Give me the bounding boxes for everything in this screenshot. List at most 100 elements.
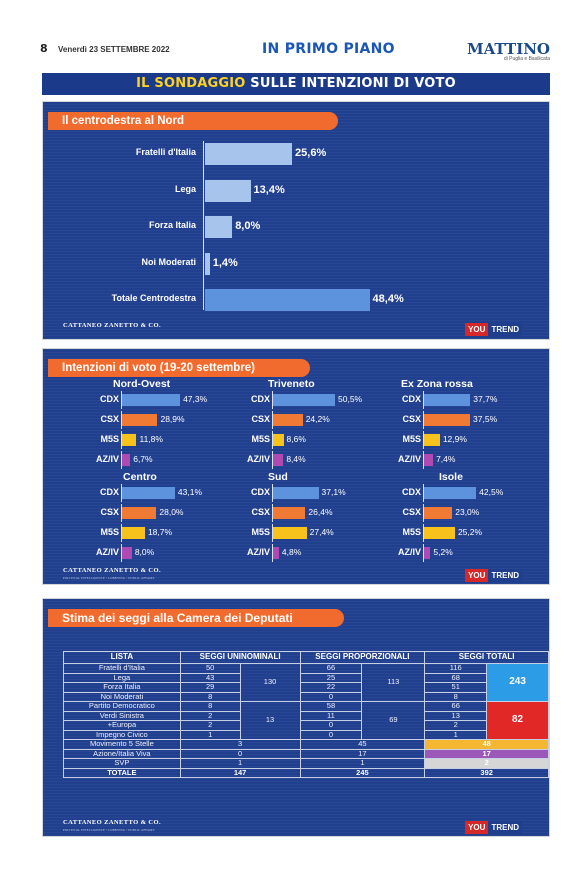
bar-row: AZ/IV 6,7% [79, 451, 229, 469]
bar-value-label: 25,2% [457, 527, 483, 537]
bar-row: CSX 37,5% [381, 411, 531, 429]
totals-label: TOTALE [63, 767, 181, 778]
tot-cell: 66 [424, 701, 488, 712]
totals-prop: 245 [299, 767, 426, 778]
lista-cell: Movimento 5 Stelle [63, 739, 181, 750]
youtrend-logo: YOU TREND [465, 569, 522, 582]
tot-cell: 2 [424, 720, 488, 731]
bar-row: M5S 18,7% [79, 524, 229, 542]
bar-row: CSX 28,9% [79, 411, 229, 429]
category-label: AZ/IV [246, 547, 270, 557]
axis-line [423, 391, 424, 409]
bar-row: M5S 8,6% [230, 431, 380, 449]
bar [205, 289, 370, 311]
region-name: Sud [268, 471, 288, 483]
axis-line [272, 431, 273, 449]
bar-value-label: 8,4% [286, 454, 306, 464]
panel-title: Il centrodestra al Nord [48, 112, 338, 130]
axis-line [121, 504, 122, 522]
brand-part-a: YOU [465, 821, 489, 834]
bar-row: CSX 24,2% [230, 411, 380, 429]
bar-row: CDX 47,3% [79, 391, 229, 409]
bar [273, 434, 284, 446]
column-header: SEGGI TOTALI [424, 651, 549, 664]
region-chart: Ex Zona rossa CDX 37,7% CSX 37,5% M5S 12,9% AZ/… [381, 378, 531, 469]
totals-uni: 147 [179, 767, 301, 778]
table-row: Forza Italia 29 22 51 [63, 682, 549, 693]
bar-value-label: 48,4% [372, 293, 404, 305]
csx-prop-subtotal: 69 [361, 701, 426, 740]
source-credit: CATTANEO ZANETTO & CO. [63, 322, 161, 329]
bar-value-label: 28,0% [159, 507, 184, 517]
brand-part-a: YOU [465, 323, 489, 336]
bar [122, 454, 131, 466]
uni-cell: 1 [179, 758, 301, 769]
region-chart: Isole CDX 42,5% CSX 23,0% M5S 25,2% AZ/IV 5,2% [381, 471, 531, 562]
youtrend-logo: YOU TREND [465, 323, 522, 336]
bar-row: AZ/IV 4,8% [230, 544, 380, 562]
bar-row: M5S 12,9% [381, 431, 531, 449]
prop-cell: 0 [299, 720, 363, 731]
cdx-prop-subtotal: 113 [361, 663, 426, 702]
centrodestra-nord-panel: Il centrodestra al Nord Fratelli d'Itali… [42, 101, 550, 340]
uni-cell: 8 [179, 701, 241, 712]
tot-cell: 51 [424, 682, 488, 693]
axis-line [121, 391, 122, 409]
source-credit: CATTANEO ZANETTO & CO. POLITICAL INTELLIG… [63, 819, 161, 833]
bar-label: Fratelli d'Italia [135, 147, 196, 157]
bar-row: M5S 11,8% [79, 431, 229, 449]
svp-total-badge: 2 [424, 758, 549, 769]
axis-line [272, 411, 273, 429]
csx-uni-subtotal: 13 [239, 701, 301, 740]
table-row: Movimento 5 Stelle 3 45 48 [63, 739, 549, 750]
lista-cell: SVP [63, 758, 181, 769]
category-label: CSX [251, 414, 270, 424]
lista-cell: Partito Democratico [63, 701, 181, 712]
bar-value-label: 28,9% [160, 414, 185, 424]
column-header: SEGGI PROPORZIONALI [299, 651, 426, 664]
bar [273, 547, 279, 559]
bar-row: CDX 42,5% [381, 484, 531, 502]
bar-value-label: 8,0% [235, 220, 261, 232]
prop-cell: 1 [299, 758, 426, 769]
table-row: SVP 1 1 2 [63, 758, 549, 769]
category-label: CDX [99, 487, 119, 497]
region-name: Triveneto [268, 378, 315, 390]
csx-total-badge: 82 [486, 701, 549, 740]
bar-value-label: 50,5% [338, 394, 363, 404]
cdx-total-badge: 243 [486, 663, 549, 702]
bar-value-label: 43,1% [177, 487, 203, 497]
category-label: CDX [401, 394, 421, 404]
page-header: 8 Venerdì 23 SETTEMBRE 2022 IN PRIMO PIA… [40, 40, 550, 62]
bar-row: CDX 37,7% [381, 391, 531, 409]
article-banner: IL SONDAGGIO SULLE INTENZIONI DI VOTO [42, 73, 550, 95]
category-label: AZ/IV [95, 547, 119, 557]
bar-row: AZ/IV 8,0% [79, 544, 229, 562]
bar-value-label: 47,3% [183, 394, 208, 404]
region-name: Centro [123, 471, 157, 483]
region-name: Isole [439, 471, 463, 483]
bar [273, 487, 319, 499]
bar-row: Forza Italia 8,0% [43, 216, 551, 238]
category-label: AZ/IV [246, 454, 270, 464]
bar [122, 527, 145, 539]
table-row: Partito Democratico 8 13 58 69 66 82 [63, 701, 549, 740]
cdx-uni-subtotal: 130 [239, 663, 301, 702]
uni-cell: 3 [179, 739, 301, 750]
table-row: Azione/Italia Viva 0 17 17 [63, 748, 549, 759]
prop-cell: 0 [299, 729, 363, 740]
bar [273, 414, 303, 426]
youtrend-logo: YOU TREND [465, 821, 522, 834]
category-label: AZ/IV [397, 454, 421, 464]
category-label: CDX [250, 487, 270, 497]
axis-line [423, 524, 424, 542]
newspaper-logo: MATTINO di Puglia e Basilicata [467, 40, 550, 62]
bar-value-label: 23,0% [455, 507, 480, 517]
category-label: AZ/IV [397, 547, 421, 557]
region-name: Nord-Ovest [113, 378, 171, 390]
axis-line [423, 451, 424, 469]
uni-cell: 29 [179, 682, 241, 693]
uni-cell: 1 [179, 729, 241, 740]
lista-cell: Forza Italia [63, 682, 181, 693]
table-header-row: LISTA SEGGI UNINOMINALI SEGGI PROPORZION… [63, 651, 549, 664]
